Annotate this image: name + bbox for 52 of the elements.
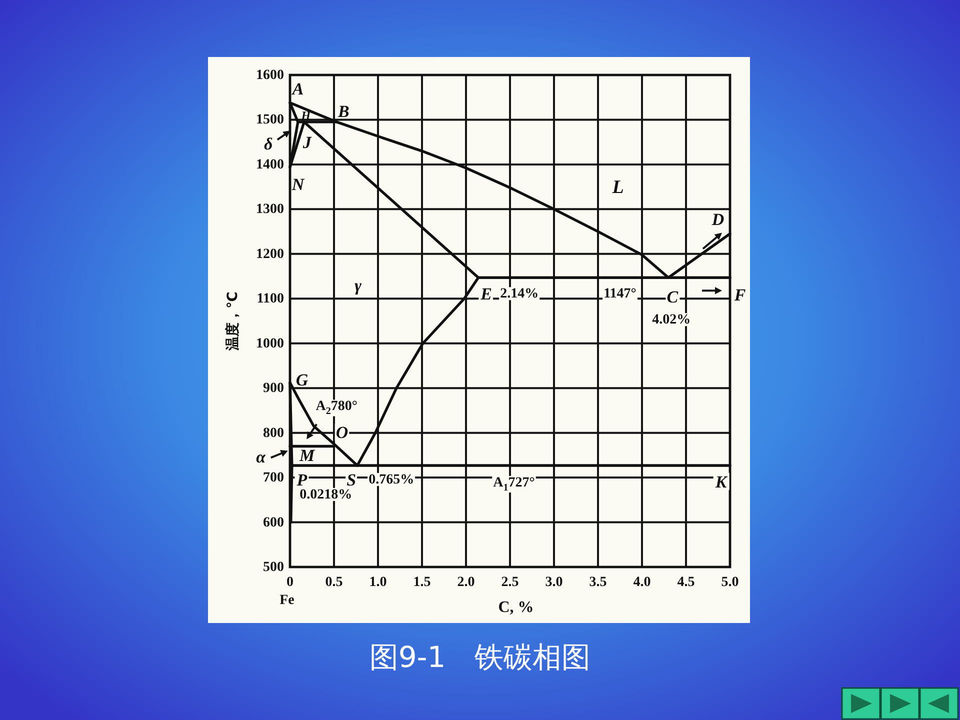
annotation: O (336, 422, 348, 442)
x-tick-label: 1.0 (369, 574, 387, 590)
x-tick-label: 4.0 (633, 574, 651, 590)
annotation: A$_{1}$727° (493, 474, 535, 494)
x-tick-label: 3.5 (589, 574, 607, 590)
x-tick-label: 2.5 (501, 574, 519, 590)
annotation: A$_{2}$780° (316, 398, 358, 418)
annotation: γ (354, 276, 362, 294)
y-tick-label: 1600 (256, 68, 284, 82)
annotation: B (336, 101, 350, 120)
annotation: C (666, 287, 679, 306)
text: 图9-1 铁碳相图 (369, 640, 591, 674)
y-tick-label: 700 (263, 470, 284, 486)
y-tick-label: 1100 (256, 291, 284, 306)
x-tick-label: 4.5 (677, 574, 695, 590)
x-tick-label: 5.0 (721, 574, 739, 590)
y-tick-label: 1500 (256, 112, 284, 128)
annotation: M (298, 446, 316, 465)
x-tick-label: 0 (286, 574, 294, 590)
annotation: 1147° (604, 286, 636, 302)
y-tick-label: 1300 (256, 202, 284, 217)
annotation: 4.02% (652, 312, 691, 328)
annotation: A (291, 79, 304, 98)
annotation: α (256, 447, 266, 466)
annotation: F (733, 285, 746, 304)
annotation: D (710, 209, 724, 228)
x-tick-label: 3.0 (545, 574, 563, 590)
x-tick-label: 2.0 (457, 574, 475, 590)
annotation: K (714, 472, 728, 491)
annotation: 2.14% (500, 286, 539, 302)
y-tick-label: 900 (263, 380, 284, 396)
annotation: G (296, 370, 309, 390)
annotation: E (480, 284, 492, 304)
annotation: L (611, 176, 624, 198)
y-tick-label: 600 (263, 514, 284, 530)
annotation: δ (264, 134, 274, 154)
x-tick-label: 0.5 (325, 574, 343, 590)
y-axis-title: 温度，℃ (224, 291, 241, 352)
text: Fe (280, 592, 294, 608)
annotation: 0.0218% (300, 486, 352, 502)
annotation: N (290, 174, 305, 194)
y-tick-label: 500 (263, 560, 284, 574)
y-tick-label: 1000 (256, 336, 284, 351)
y-tick-label: 1200 (256, 246, 284, 262)
y-tick-label: 1400 (256, 156, 284, 172)
y-tick-label: 800 (263, 425, 284, 440)
x-axis-title: C, % (498, 598, 534, 616)
annotation: 0.765% (368, 472, 414, 487)
annotation: P (296, 470, 308, 489)
annotation: S (346, 470, 356, 489)
x-tick-label: 1.5 (413, 574, 431, 590)
annotation: J (302, 132, 312, 152)
